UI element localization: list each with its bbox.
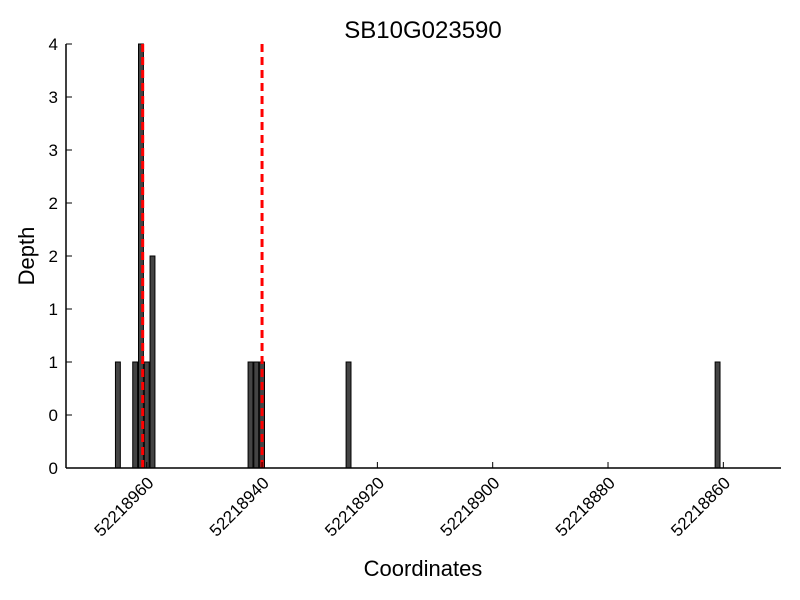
bar [114, 361, 121, 469]
bar [714, 361, 721, 469]
bar [149, 255, 156, 469]
bar [143, 361, 150, 469]
bar [253, 361, 260, 469]
y-tick-label: 3 [49, 88, 58, 107]
x-tick-label: 52218960 [91, 473, 158, 540]
y-tick-label: 0 [49, 459, 58, 478]
y-tick-label: 4 [49, 35, 58, 54]
y-tick-label: 0 [49, 406, 58, 425]
bar [345, 361, 352, 469]
plot-area: 0 0 1 1 2 2 3 3 4 52218960 52218940 52218920 5221890… [49, 35, 781, 540]
y-axis-label: Depth [14, 227, 39, 286]
y-tick-label: 3 [49, 141, 58, 160]
y-tick-label: 2 [49, 194, 58, 213]
x-tick-label: 52218920 [321, 473, 388, 540]
y-tick-label: 2 [49, 247, 58, 266]
x-axis-label: Coordinates [364, 556, 483, 581]
bar [132, 361, 139, 469]
x-tick-label: 52218880 [552, 473, 619, 540]
x-tick-label: 52218940 [206, 473, 273, 540]
chart-title: SB10G023590 [344, 17, 501, 44]
bar [247, 361, 254, 469]
x-tick-label: 52218900 [437, 473, 504, 540]
x-tick-label: 52218860 [667, 473, 734, 540]
y-tick-label: 1 [49, 300, 58, 319]
y-tick-label: 1 [49, 353, 58, 372]
